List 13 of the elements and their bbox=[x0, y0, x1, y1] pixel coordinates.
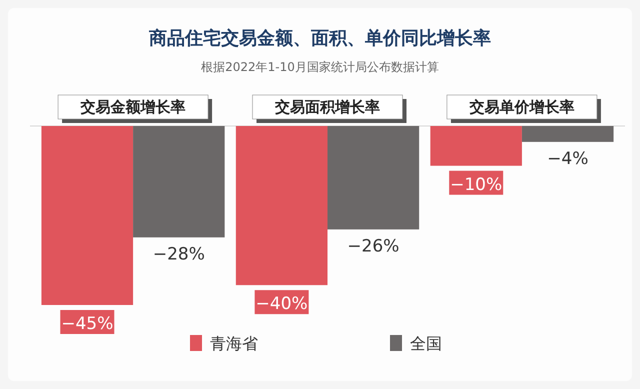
x-tick-label: 交易单价增长率 bbox=[468, 98, 574, 116]
legend-label: 青海省 bbox=[210, 334, 258, 353]
chart-title: 商品住宅交易金额、面积、单价同比增长率 bbox=[148, 28, 491, 49]
x-tick-label: 交易金额增长率 bbox=[80, 98, 186, 116]
x-tick-label: 交易面积增长率 bbox=[274, 98, 380, 116]
data-label: −28% bbox=[152, 244, 205, 264]
data-label: −45% bbox=[61, 314, 114, 334]
legend-label: 全国 bbox=[410, 334, 442, 353]
data-label: −4% bbox=[547, 148, 588, 169]
data-label: −40% bbox=[256, 294, 308, 314]
data-label: −26% bbox=[347, 236, 400, 256]
data-label: −10% bbox=[450, 174, 502, 195]
chart-subtitle: 根据2022年1-10月国家统计局公布数据计算 bbox=[201, 60, 439, 74]
